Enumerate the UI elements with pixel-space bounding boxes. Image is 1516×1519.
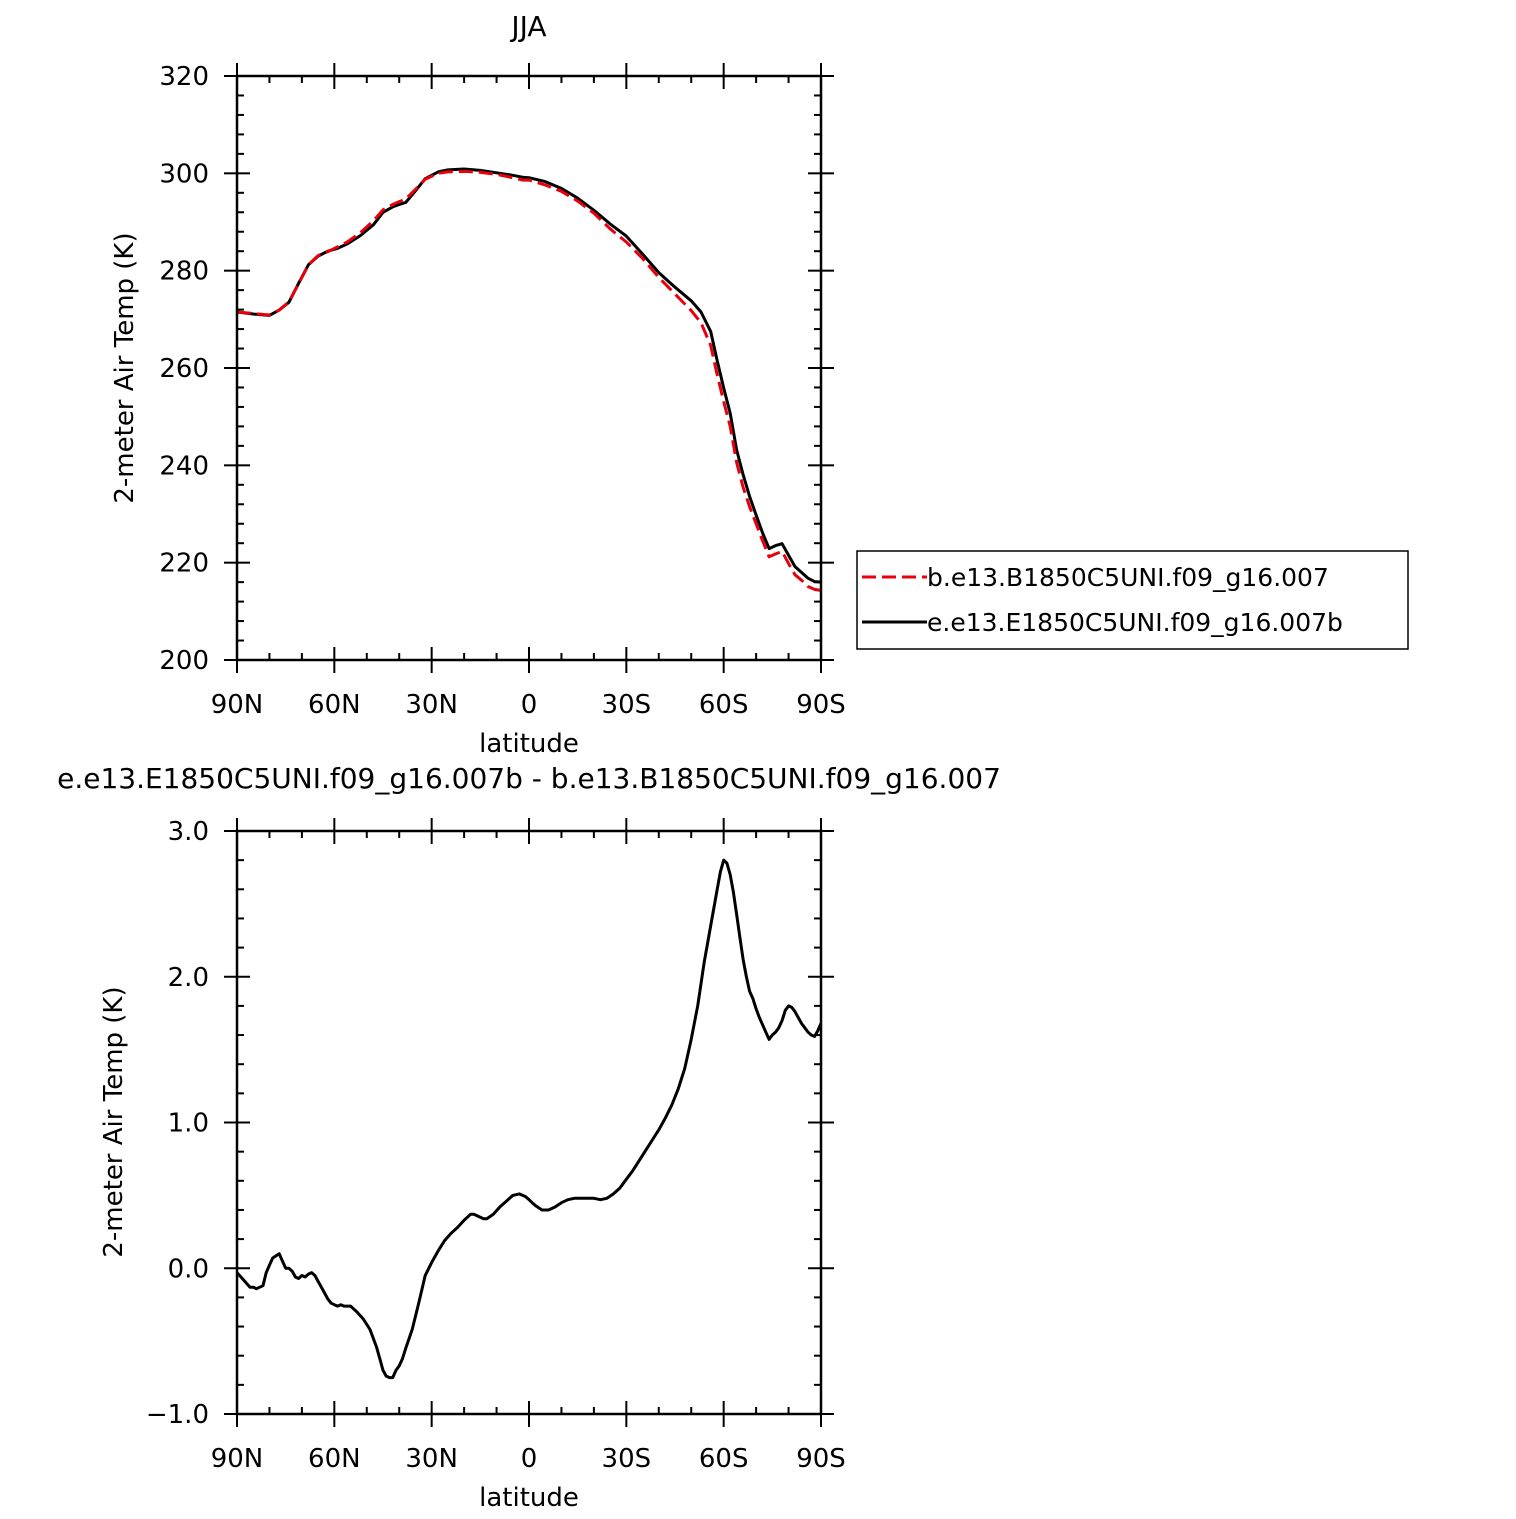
axis-ticks: [224, 63, 834, 673]
legend: b.e13.B1850C5UNI.f09_g16.007 e.e13.E1850…: [856, 550, 1409, 650]
legend-entry-1: b.e13.B1850C5UNI.f09_g16.007: [927, 563, 1329, 592]
series-lines: [236, 167, 822, 592]
y-tick-label: 1.0: [168, 1109, 209, 1139]
x-axis-label: latitude: [479, 729, 579, 759]
x-tick-label: 30N: [405, 690, 458, 720]
legend-entry-2: e.e13.E1850C5UNI.f09_g16.007b: [927, 608, 1343, 637]
x-tick-label: 90S: [796, 690, 846, 720]
x-tick-labels: 90N 60N 30N 0 30S 60S 90S: [211, 1444, 846, 1474]
x-tick-labels: 90N 60N 30N 0 30S 60S 90S: [211, 690, 846, 720]
y-tick-label: 2.0: [168, 963, 209, 993]
series-line-difference: [235, 858, 823, 1380]
x-tick-label: 0: [521, 690, 538, 720]
y-tick-label: −1.0: [146, 1400, 209, 1430]
plot-frame: [235, 829, 823, 1416]
x-tick-label: 60S: [699, 690, 749, 720]
y-tick-label: 220: [159, 549, 209, 579]
y-tick-label: 280: [159, 257, 209, 287]
x-tick-label: 60S: [699, 1444, 749, 1474]
chart-title: JJA: [509, 10, 546, 43]
y-tick-label: 200: [159, 646, 209, 676]
x-tick-label: 0: [521, 1444, 538, 1474]
y-tick-label: 3.0: [168, 817, 209, 847]
x-tick-label: 30S: [602, 690, 652, 720]
y-axis-label: 2-meter Air Temp (K): [99, 986, 129, 1257]
difference-title: e.e13.E1850C5UNI.f09_g16.007b - b.e13.B1…: [57, 762, 1001, 795]
axis-ticks: [224, 818, 834, 1427]
series-line-2: [236, 167, 822, 584]
x-tick-label: 90N: [211, 690, 264, 720]
series-lines: [235, 858, 823, 1380]
y-axis-label: 2-meter Air Temp (K): [110, 232, 140, 503]
plot-frame: [235, 74, 823, 662]
top-panel: JJA 200 220 240 260 280 300 320 90N 60N 30N 0 30S 6…: [110, 10, 1409, 759]
bottom-panel: e.e13.E1850C5UNI.f09_g16.007b - b.e13.B1…: [57, 762, 1001, 1513]
x-tick-label: 30N: [405, 1444, 458, 1474]
y-tick-label: 240: [159, 451, 209, 481]
x-axis-label: latitude: [479, 1483, 579, 1513]
y-tick-label: 0.0: [168, 1254, 209, 1284]
y-tick-labels: 200 220 240 260 280 300 320: [159, 62, 209, 676]
x-tick-label: 90S: [796, 1444, 846, 1474]
legend-box: [856, 550, 1409, 650]
series-line-1: [236, 169, 822, 592]
y-tick-label: 320: [159, 62, 209, 92]
y-tick-label: 260: [159, 354, 209, 384]
x-tick-label: 60N: [308, 1444, 361, 1474]
y-tick-label: 300: [159, 159, 209, 189]
x-tick-label: 60N: [308, 690, 361, 720]
x-tick-label: 30S: [602, 1444, 652, 1474]
y-tick-labels: −1.0 0.0 1.0 2.0 3.0: [146, 817, 209, 1430]
x-tick-label: 90N: [211, 1444, 264, 1474]
